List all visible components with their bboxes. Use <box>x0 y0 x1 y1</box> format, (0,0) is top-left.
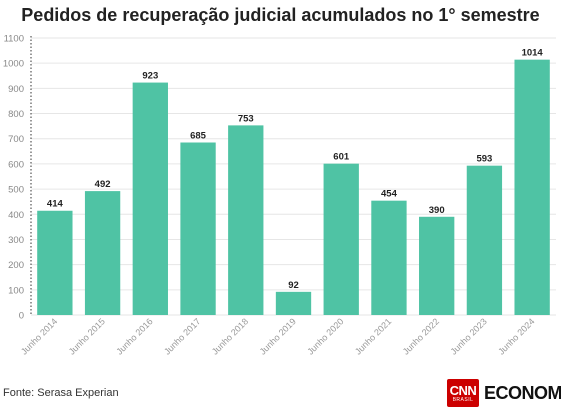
x-tick-label: Junho 2019 <box>258 316 298 356</box>
bar <box>466 165 503 315</box>
x-tick-label: Junho 2014 <box>19 316 59 356</box>
y-tick-label: 600 <box>8 159 24 170</box>
y-tick-label: 200 <box>8 260 24 271</box>
data-label: 923 <box>142 71 158 82</box>
cnn-logo-box: CNN BRASIL <box>447 379 479 407</box>
x-tick-label: Junho 2017 <box>162 316 202 356</box>
x-tick-label: Junho 2024 <box>496 316 536 356</box>
bar <box>275 291 312 315</box>
bar <box>84 191 121 315</box>
source-note: Fonte: Serasa Experian <box>3 387 119 399</box>
bar <box>132 82 168 316</box>
data-label: 1014 <box>522 48 544 59</box>
y-tick-label: 900 <box>8 84 24 95</box>
y-tick-label: 0 <box>19 311 24 322</box>
bar <box>419 216 455 315</box>
x-tick-label: Junho 2016 <box>114 316 154 356</box>
data-label: 92 <box>288 280 299 291</box>
bar <box>228 125 264 315</box>
x-tick-label: Junho 2023 <box>448 316 488 356</box>
bar <box>180 142 216 315</box>
data-label: 685 <box>190 131 207 142</box>
data-label: 753 <box>238 113 254 124</box>
y-tick-label: 100 <box>8 285 24 296</box>
cnn-economia-logo: CNN BRASIL ECONOMIA <box>447 378 561 408</box>
x-tick-label: Junho 2021 <box>353 316 393 356</box>
bar <box>37 210 73 315</box>
cnn-logo-text: CNN <box>449 382 477 398</box>
y-tick-label: 300 <box>8 235 24 246</box>
data-label: 454 <box>381 189 398 200</box>
economia-logo-text: ECONOMIA <box>484 382 561 403</box>
data-label: 390 <box>429 205 445 216</box>
bar <box>371 200 407 315</box>
data-label: 414 <box>47 199 64 210</box>
data-label: 492 <box>95 179 111 190</box>
bar <box>514 59 550 315</box>
y-tick-label: 500 <box>8 185 24 196</box>
x-tick-label: Junho 2020 <box>305 316 345 356</box>
cnn-logo-subtext: BRASIL <box>452 396 474 403</box>
x-tick-label: Junho 2015 <box>67 316 107 356</box>
chart-title: Pedidos de recuperação judicial acumulad… <box>21 5 540 25</box>
data-label: 593 <box>476 154 492 165</box>
y-tick-label: 1000 <box>3 59 24 70</box>
y-tick-label: 800 <box>8 109 24 120</box>
x-tick-label: Junho 2022 <box>401 316 441 356</box>
y-tick-label: 700 <box>8 134 24 145</box>
data-label: 601 <box>333 152 350 163</box>
x-tick-label: Junho 2018 <box>210 316 250 356</box>
y-tick-label: 1100 <box>4 34 24 45</box>
bar-chart: 0 100 200 300 400 500 600 700 800 900 1000 1100 414… <box>3 34 556 357</box>
y-tick-label: 400 <box>8 210 24 221</box>
bar <box>323 163 359 315</box>
